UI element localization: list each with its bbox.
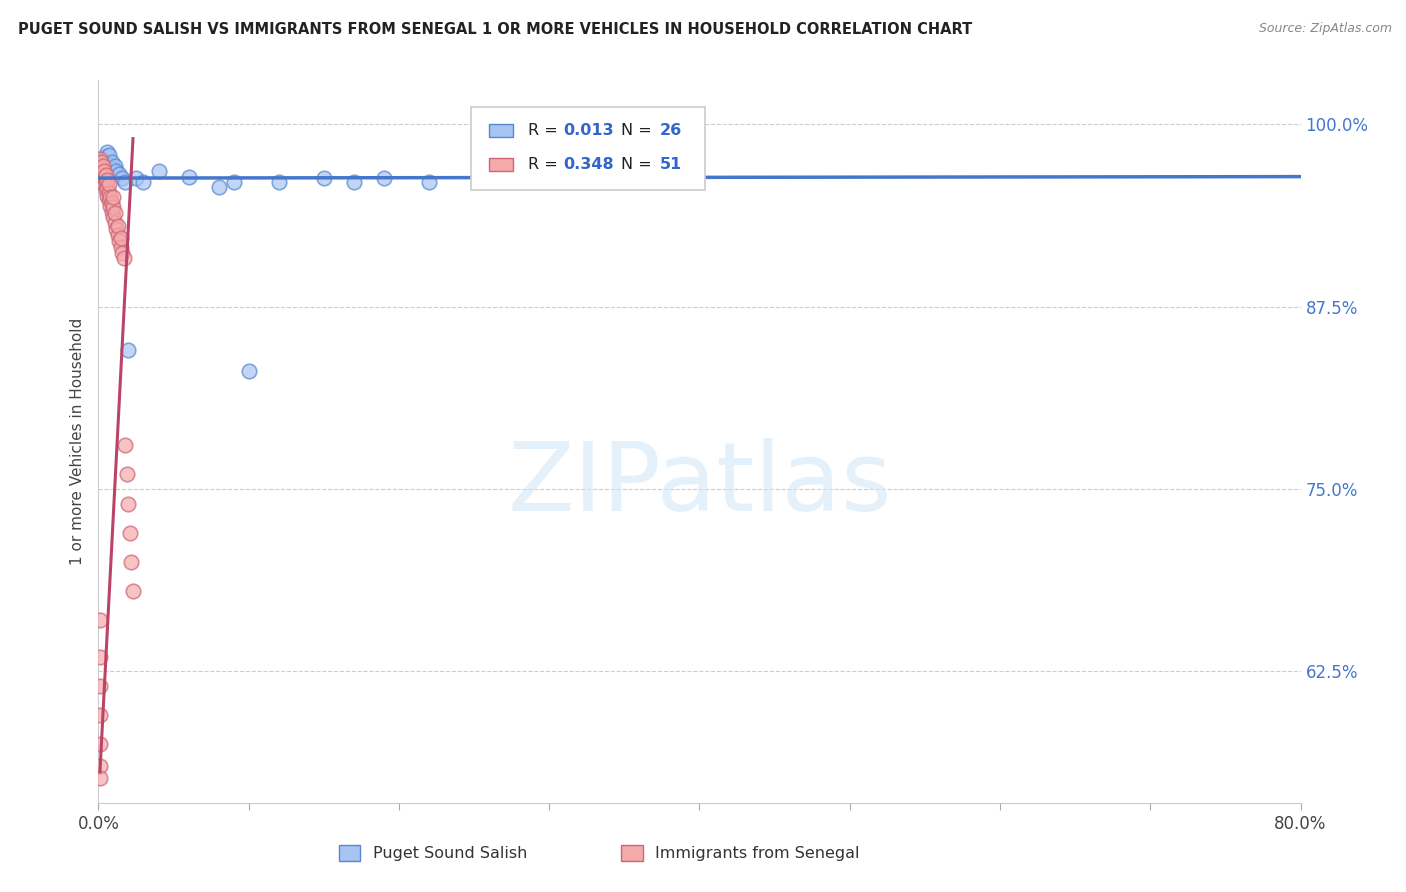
FancyBboxPatch shape (489, 124, 513, 137)
Point (312, 171, 335, 186)
FancyBboxPatch shape (471, 107, 706, 190)
Point (267, 176, 290, 190)
Point (97, 193, 120, 207)
Point (89, 771, 111, 785)
Point (118, 525, 141, 540)
Text: R =: R = (527, 157, 562, 172)
Point (121, 555, 143, 569)
Point (96, 179, 118, 194)
Point (94, 168, 117, 182)
Point (90, 155, 112, 169)
Point (111, 171, 134, 186)
Point (91, 158, 114, 172)
Point (418, 176, 440, 190)
Point (125, 171, 148, 186)
Point (112, 252, 135, 266)
Point (103, 211, 125, 225)
Point (94, 183, 117, 197)
Text: PUGET SOUND SALISH VS IMMIGRANTS FROM SENEGAL 1 OR MORE VEHICLES IN HOUSEHOLD CO: PUGET SOUND SALISH VS IMMIGRANTS FROM SE… (18, 22, 973, 37)
Point (110, 231, 132, 245)
Point (108, 234, 131, 248)
Point (343, 176, 366, 190)
Point (93, 169, 115, 184)
Text: Source: ZipAtlas.com: Source: ZipAtlas.com (1258, 22, 1392, 36)
Point (222, 176, 245, 190)
Point (97, 186, 120, 200)
Text: N =: N = (621, 123, 657, 138)
Point (89, 738, 111, 752)
Text: Puget Sound Salish: Puget Sound Salish (373, 846, 527, 861)
Point (238, 364, 260, 378)
Point (101, 204, 124, 219)
Point (89, 759, 111, 773)
Text: ZIPatlas: ZIPatlas (508, 438, 891, 532)
Y-axis label: 1 or more Vehicles in Household: 1 or more Vehicles in Household (70, 318, 86, 566)
Point (91, 171, 114, 186)
FancyBboxPatch shape (621, 846, 643, 862)
Point (96, 145, 118, 159)
FancyBboxPatch shape (489, 158, 513, 171)
Point (114, 438, 136, 452)
Point (89, 649, 111, 664)
Point (93, 177, 115, 191)
FancyBboxPatch shape (339, 846, 360, 862)
Point (111, 245, 134, 260)
Point (107, 227, 129, 242)
Point (101, 195, 124, 210)
Point (122, 584, 145, 599)
Point (177, 169, 200, 184)
Point (89, 708, 111, 723)
Point (105, 163, 128, 178)
Point (117, 343, 139, 358)
Point (108, 167, 131, 181)
Point (96, 188, 118, 202)
Point (208, 179, 231, 194)
Point (103, 162, 125, 177)
Point (97, 177, 120, 191)
Point (90, 167, 112, 181)
Point (104, 160, 127, 174)
Point (96, 172, 118, 186)
Text: N =: N = (621, 157, 657, 172)
Point (104, 206, 127, 220)
Point (101, 155, 124, 169)
Point (103, 190, 125, 204)
Point (93, 153, 115, 168)
Point (132, 176, 155, 190)
Text: 0.013: 0.013 (564, 123, 614, 138)
Point (90, 161, 112, 175)
Text: R =: R = (527, 123, 562, 138)
Text: Immigrants from Senegal: Immigrants from Senegal (655, 846, 859, 861)
Point (107, 219, 129, 234)
Point (91, 160, 114, 174)
Point (100, 199, 122, 213)
Point (89, 152, 111, 166)
Point (100, 190, 122, 204)
Point (105, 222, 128, 236)
Point (94, 149, 117, 163)
Point (89, 158, 111, 172)
Point (115, 467, 138, 482)
Text: 51: 51 (659, 157, 682, 172)
Point (148, 163, 170, 178)
Point (103, 200, 125, 214)
Text: 0.348: 0.348 (564, 157, 614, 172)
Point (97, 147, 120, 161)
Point (94, 176, 117, 190)
Point (110, 240, 132, 254)
Point (117, 497, 139, 511)
Point (100, 158, 122, 172)
Text: 26: 26 (659, 123, 682, 138)
Point (89, 163, 111, 178)
Point (104, 216, 127, 230)
Point (89, 679, 111, 693)
Point (89, 613, 111, 627)
Point (373, 171, 395, 186)
Point (91, 165, 114, 179)
Point (114, 176, 136, 190)
Point (93, 163, 115, 178)
